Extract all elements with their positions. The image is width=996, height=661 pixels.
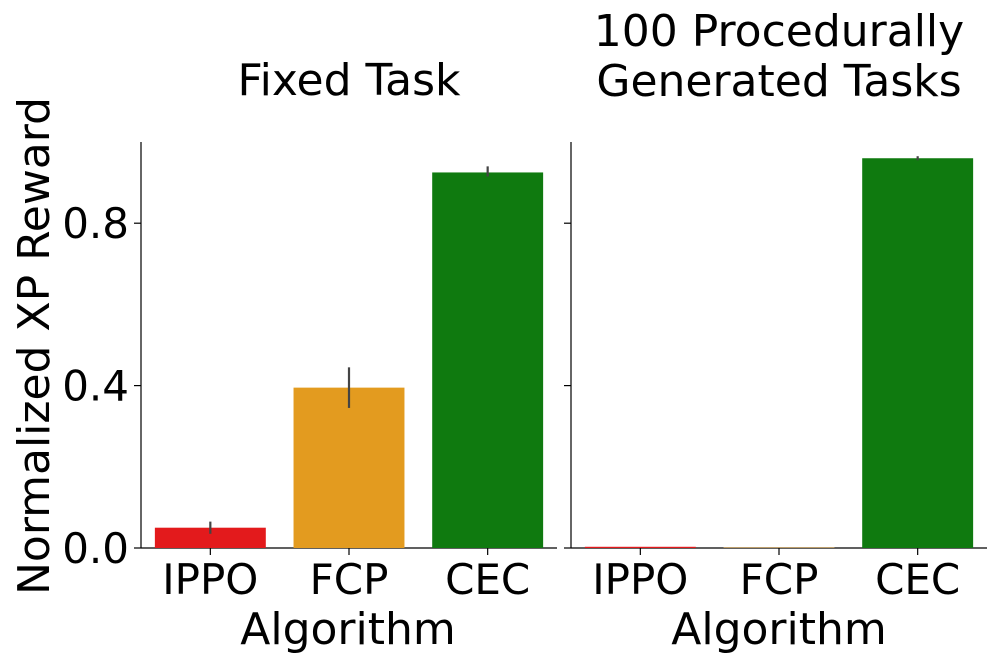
x-ticks: IPPO FCP CEC <box>592 548 960 604</box>
panel-title-line: Fixed Task <box>238 55 461 106</box>
y-tick-label: 0.8 <box>62 199 129 248</box>
x-tick-label: IPPO <box>592 555 688 604</box>
x-axis-label: Algorithm <box>240 604 456 655</box>
x-axis-label: Algorithm <box>671 604 887 655</box>
bar-ippo <box>584 546 696 548</box>
panel-procedural-tasks: 100 Procedurally Generated Tasks IPPO FCP… <box>564 6 987 655</box>
x-tick-label: IPPO <box>162 555 258 604</box>
bar-cec <box>432 172 544 548</box>
y-ticks: 0.0 0.4 0.8 <box>62 199 141 573</box>
bar-fcp <box>293 387 405 548</box>
bars <box>154 166 544 548</box>
y-axis-label: Normalized XP Reward <box>9 97 60 595</box>
x-tick-label: FCP <box>310 555 389 604</box>
bar-ippo <box>154 527 266 548</box>
y-ticks <box>564 222 571 549</box>
y-tick-label: 0.4 <box>62 362 129 411</box>
bar-cec <box>862 158 974 549</box>
panel-fixed-task: Fixed Task 0.0 0.4 0.8 IPPO FCP CEC Algorith… <box>62 55 557 655</box>
x-tick-label: CEC <box>445 555 530 604</box>
panel-title-line-2: Generated Tasks <box>596 56 961 107</box>
x-ticks: IPPO FCP CEC <box>162 548 530 604</box>
y-tick-label: 0.0 <box>62 524 129 573</box>
x-tick-label: CEC <box>875 555 960 604</box>
x-tick-label: FCP <box>740 555 819 604</box>
bars <box>584 156 974 549</box>
panel-title-line-1: 100 Procedurally <box>594 6 964 57</box>
